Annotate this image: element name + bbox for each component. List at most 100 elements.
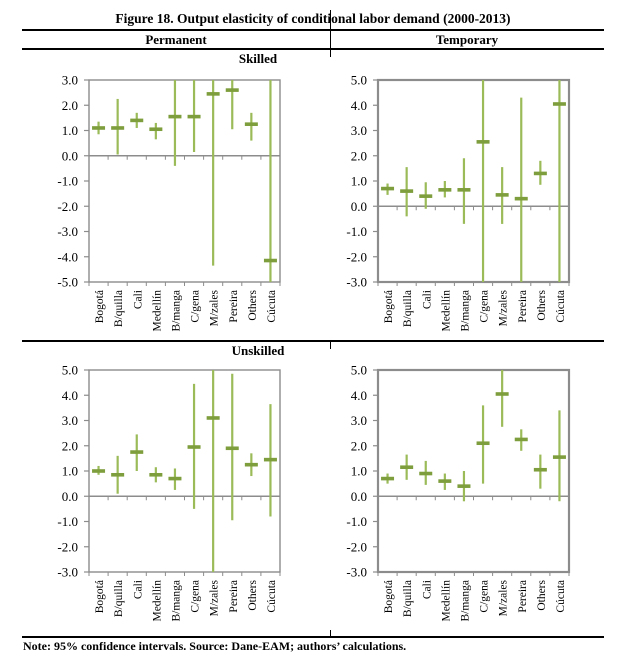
y-axis-label: 0.0 — [351, 489, 367, 504]
point-marker — [419, 471, 433, 476]
y-axis-label: -1.0 — [57, 174, 78, 189]
y-axis-label: -3.0 — [57, 565, 78, 580]
point-marker — [206, 92, 220, 96]
category-label: Medellín — [440, 290, 452, 332]
category-label: Cúcuta — [555, 580, 567, 613]
point-marker — [244, 122, 258, 126]
row-header-unskilled: Unskilled — [231, 343, 285, 358]
category-label: C/gena — [190, 290, 202, 323]
y-axis-label: 1.0 — [62, 464, 78, 479]
y-axis-label: -1.0 — [57, 514, 78, 529]
y-axis-label: -3.0 — [57, 224, 78, 239]
category-label: M/zales — [209, 579, 221, 616]
y-axis-label: 3.0 — [351, 413, 367, 428]
y-axis-label: 5.0 — [62, 363, 78, 378]
category-label: Medellín — [151, 290, 163, 332]
category-label: Cúcuta — [266, 580, 278, 613]
y-axis-label: -3.0 — [346, 565, 367, 580]
category-label: M/zales — [498, 579, 510, 616]
point-marker — [130, 450, 144, 454]
category-label: B/quilla — [113, 580, 125, 617]
chart-permanent-unskilled: -3.0 -2.0 -1.0 0.0 1.0 2.0 3.0 4.0 5.0 Bogotá B/qu… — [10, 356, 312, 628]
column-divider-tick-bottom — [330, 630, 331, 637]
category-label: Medellín — [151, 580, 163, 622]
category-label: Bogotá — [383, 580, 395, 613]
category-label: Cali — [132, 580, 144, 599]
category-label: Cali — [132, 290, 144, 309]
point-marker — [495, 193, 509, 197]
point-marker — [244, 462, 258, 467]
point-marker — [168, 114, 182, 119]
category-label: Others — [247, 579, 259, 610]
point-marker — [263, 258, 277, 263]
y-axis-label: -2.0 — [346, 249, 367, 264]
note-rule — [22, 636, 604, 638]
point-marker — [438, 188, 452, 192]
point-marker — [419, 194, 433, 198]
category-label: Cali — [421, 580, 433, 599]
category-label: Medellín — [440, 580, 452, 622]
category-label: C/gena — [479, 290, 491, 323]
y-axis-label: 4.0 — [351, 388, 367, 403]
point-marker — [149, 472, 163, 477]
unskilled-divider-rule — [22, 340, 604, 342]
y-axis-label: 0.0 — [62, 148, 78, 163]
point-marker — [206, 416, 220, 420]
y-axis-label: 1.0 — [351, 464, 367, 479]
column-header-temporary: Temporary — [435, 32, 499, 47]
point-marker — [263, 457, 277, 462]
point-marker — [149, 127, 163, 132]
category-label: Cúcuta — [266, 290, 278, 323]
row-header-skilled: Skilled — [238, 51, 278, 66]
category-label: Bogotá — [94, 580, 106, 613]
y-axis-label: 0.0 — [62, 489, 78, 504]
point-marker — [533, 171, 547, 176]
y-axis-label: -2.0 — [57, 539, 78, 554]
column-header-row: Permanent Temporary — [22, 31, 604, 48]
category-label: C/gena — [479, 580, 491, 613]
y-axis-label: 3.0 — [351, 123, 367, 138]
point-marker — [514, 437, 528, 442]
y-axis-label: 2.0 — [351, 148, 367, 163]
point-marker — [457, 188, 471, 192]
y-axis-label: 3.0 — [62, 73, 78, 88]
point-marker — [533, 467, 547, 472]
point-marker — [514, 196, 528, 201]
point-marker — [495, 392, 509, 396]
category-label: Cúcuta — [555, 290, 567, 323]
point-marker — [552, 455, 566, 459]
point-marker — [111, 126, 125, 130]
chart-temporary-unskilled: -3.0 -2.0 -1.0 0.0 1.0 2.0 3.0 4.0 5.0 Bogotá B/qu… — [312, 356, 614, 628]
category-label: B/manga — [459, 580, 471, 622]
y-axis-label: -2.0 — [346, 539, 367, 554]
category-label: Pereira — [228, 290, 240, 323]
chart-svg: -3.0 -2.0 -1.0 0.0 1.0 2.0 3.0 4.0 5.0 Bogotá B/qu… — [57, 363, 281, 622]
figure-note: Note: 95% confidence intervals. Source: … — [23, 639, 407, 653]
y-axis-label: -3.0 — [346, 275, 367, 290]
y-axis-label: 1.0 — [351, 174, 367, 189]
category-label: Pereira — [228, 580, 240, 613]
y-axis-label: 3.0 — [62, 413, 78, 428]
chart-svg: -5.0 -4.0 -3.0 -2.0 -1.0 0.0 1.0 2.0 3.0 Bogotá B/… — [57, 73, 281, 332]
point-marker — [168, 476, 182, 481]
category-label: B/manga — [170, 290, 182, 332]
point-marker — [381, 476, 395, 481]
y-axis-label: -5.0 — [57, 275, 78, 290]
point-marker — [400, 465, 414, 470]
y-axis-label: -1.0 — [346, 514, 367, 529]
figure-title: Figure 18. Output elasticity of conditio… — [115, 11, 511, 26]
y-axis-label: 4.0 — [351, 98, 367, 113]
column-header-permanent: Permanent — [145, 32, 207, 47]
column-divider-tick-top — [330, 50, 331, 57]
chart-svg: -3.0 -2.0 -1.0 0.0 1.0 2.0 3.0 4.0 5.0 Bogotá B/qu… — [346, 73, 571, 332]
point-marker — [457, 484, 471, 488]
column-divider-tick-middle — [330, 342, 331, 349]
category-label: Pereira — [517, 290, 529, 323]
category-label: M/zales — [498, 289, 510, 326]
category-label: Others — [536, 289, 548, 320]
chart-temporary-skilled: -3.0 -2.0 -1.0 0.0 1.0 2.0 3.0 4.0 5.0 Bogotá B/qu… — [312, 66, 614, 338]
category-label: C/gena — [190, 580, 202, 613]
category-label: Bogotá — [94, 290, 106, 323]
y-axis-label: 2.0 — [351, 438, 367, 453]
point-marker — [381, 186, 395, 191]
